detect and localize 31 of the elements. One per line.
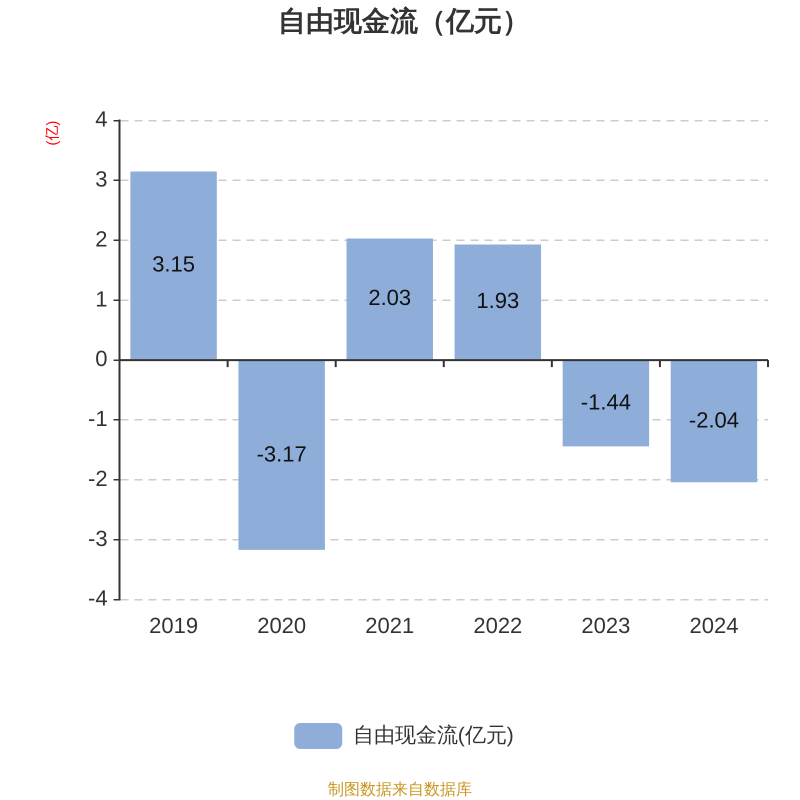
data-label: 1.93 xyxy=(476,288,520,314)
y-tick-label: 3 xyxy=(95,166,108,192)
x-tick-label: 2020 xyxy=(257,612,306,638)
y-axis-title: (亿) xyxy=(44,120,62,146)
bar xyxy=(130,171,217,360)
x-tick-label: 2024 xyxy=(689,612,738,638)
y-tick-label: -2 xyxy=(88,466,108,491)
legend-label: 自由现金流(亿元) xyxy=(352,724,514,747)
data-label: -2.04 xyxy=(688,408,740,433)
x-tick-label: 2019 xyxy=(149,612,198,638)
x-tick-label: 2023 xyxy=(581,612,630,638)
y-tick-label: 4 xyxy=(95,106,108,132)
bar xyxy=(454,244,542,360)
y-tick-label: -3 xyxy=(88,526,108,551)
chart-title: 自由现金流（亿元） xyxy=(278,6,530,37)
text: 制图数据来自数据库 xyxy=(328,780,472,798)
bar xyxy=(562,360,650,446)
x-tick-label: 2022 xyxy=(473,612,522,638)
y-tick-label: 1 xyxy=(95,286,108,312)
data-label: 2.03 xyxy=(368,285,412,310)
data-label: -1.44 xyxy=(580,390,631,415)
bar xyxy=(346,238,433,360)
data-label: -3.17 xyxy=(256,441,307,466)
bar xyxy=(670,360,758,482)
x-tick-label: 2021 xyxy=(365,612,414,638)
y-tick-label: 2 xyxy=(95,226,108,252)
bar xyxy=(238,360,325,550)
data-label: 3.15 xyxy=(152,251,196,276)
y-tick-label: -1 xyxy=(88,406,108,432)
y-tick-label: -4 xyxy=(88,586,108,611)
y-tick-label: 0 xyxy=(95,346,108,372)
